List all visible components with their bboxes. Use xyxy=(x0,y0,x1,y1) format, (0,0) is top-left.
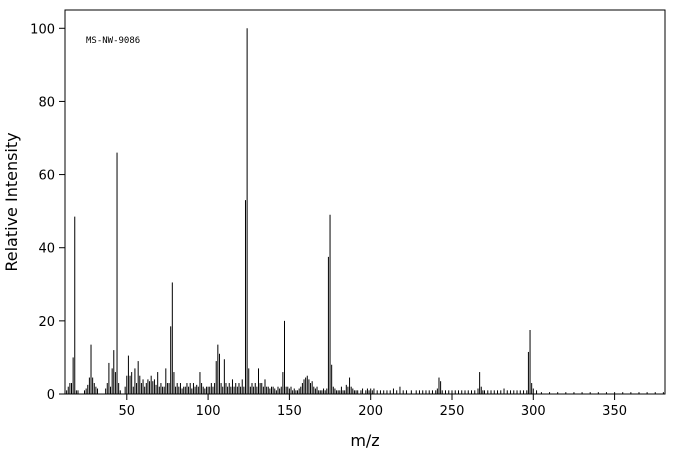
x-tick-label: 250 xyxy=(440,404,465,419)
x-tick-label: 50 xyxy=(119,404,136,419)
x-tick-label: 200 xyxy=(358,404,383,419)
x-tick-label: 350 xyxy=(602,404,627,419)
y-axis-label: Relative Intensity xyxy=(2,132,21,271)
y-tick-label: 100 xyxy=(30,22,55,37)
y-tick-label: 60 xyxy=(38,169,55,184)
annotation: MS-NW-9086 xyxy=(86,36,140,46)
y-tick-label: 20 xyxy=(38,315,55,330)
plot-frame xyxy=(64,9,666,395)
y-tick-label: 0 xyxy=(47,388,55,403)
y-tick-label: 80 xyxy=(38,95,55,110)
x-tick-label: 300 xyxy=(521,404,546,419)
x-axis-label: m/z xyxy=(350,431,379,450)
y-tick-label: 40 xyxy=(38,242,55,257)
x-tick-label: 100 xyxy=(196,404,221,419)
x-tick-label: 150 xyxy=(277,404,302,419)
